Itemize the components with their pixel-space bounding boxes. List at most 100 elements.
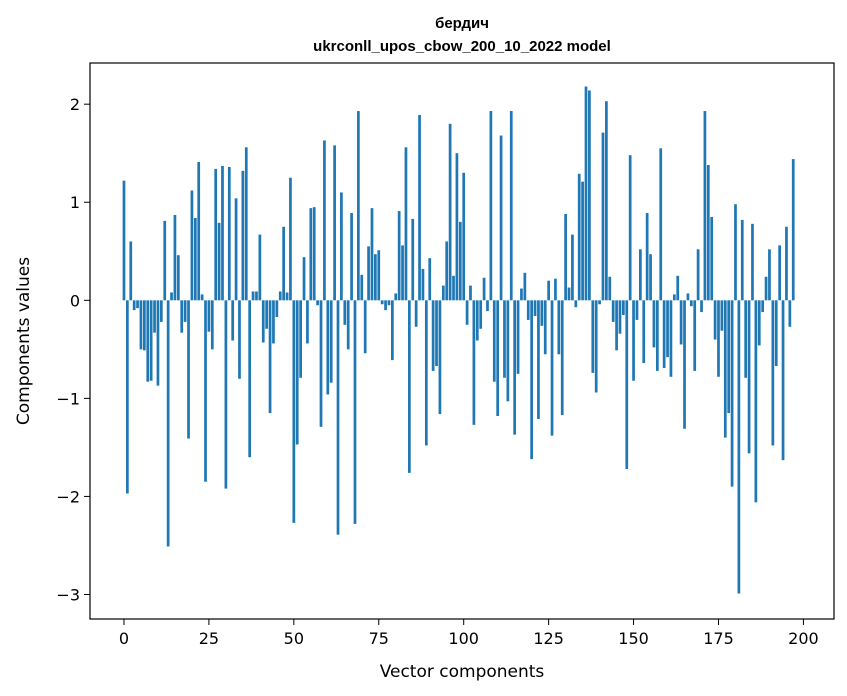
bar-12 <box>163 220 167 301</box>
bar-82 <box>401 245 404 301</box>
bar-59 <box>323 140 326 301</box>
bar-152 <box>639 249 642 301</box>
bar-196 <box>788 300 792 327</box>
bar-43 <box>268 300 272 414</box>
bar-77 <box>384 300 387 311</box>
bar-41 <box>261 300 265 343</box>
bar-1 <box>126 300 129 494</box>
bar-138 <box>591 300 595 373</box>
bar-56 <box>312 207 316 301</box>
bar-125 <box>547 280 550 301</box>
bar-76 <box>380 300 384 305</box>
bar-188 <box>761 300 765 313</box>
bar-101 <box>465 300 469 325</box>
bar-84 <box>407 300 411 473</box>
bar-35 <box>241 170 245 301</box>
bar-11 <box>159 300 163 322</box>
bar-105 <box>479 300 483 329</box>
bar-97 <box>452 275 455 301</box>
bar-72 <box>367 246 370 301</box>
bar-157 <box>655 300 659 371</box>
bar-2 <box>129 241 133 301</box>
bar-137 <box>588 90 591 301</box>
bar-71 <box>363 300 367 354</box>
bar-185 <box>751 223 754 301</box>
bar-141 <box>601 132 605 301</box>
bar-49 <box>289 177 292 301</box>
bar-69 <box>357 111 360 301</box>
x-axis-ticks: 0 25 50 75 100 125 150 175 200 <box>119 619 819 648</box>
bar-29 <box>221 165 224 301</box>
bar-130 <box>564 214 567 301</box>
bar-132 <box>571 234 574 301</box>
bar-121 <box>533 300 537 316</box>
bar-57 <box>316 300 319 306</box>
y-tick-label: 1 <box>70 193 80 212</box>
bar-111 <box>499 135 503 301</box>
bar-91 <box>431 300 435 371</box>
bar-112 <box>503 300 506 378</box>
bar-183 <box>744 300 748 378</box>
bar-47 <box>282 226 285 301</box>
bar-17 <box>180 300 184 333</box>
bar-114 <box>509 111 513 301</box>
bar-133 <box>574 300 578 308</box>
bar-161 <box>669 300 673 377</box>
bar-195 <box>785 226 788 301</box>
bar-45 <box>275 300 279 317</box>
bar-181 <box>737 300 741 594</box>
bar-48 <box>285 292 289 301</box>
bar-5 <box>139 300 143 350</box>
bar-94 <box>441 285 445 301</box>
bar-191 <box>771 300 775 446</box>
bar-127 <box>554 278 557 301</box>
bar-129 <box>560 300 564 416</box>
bar-158 <box>659 148 663 301</box>
y-axis-label: Components values <box>14 257 34 425</box>
bar-113 <box>506 300 510 402</box>
x-tick-label: 100 <box>448 629 479 648</box>
bar-52 <box>299 300 302 378</box>
bar-148 <box>625 300 629 469</box>
bar-34 <box>238 300 241 379</box>
bar-73 <box>370 208 374 301</box>
x-tick-label: 75 <box>369 629 389 648</box>
bar-26 <box>210 300 214 350</box>
bar-109 <box>492 300 496 382</box>
bar-95 <box>445 241 449 301</box>
bar-66 <box>346 300 350 350</box>
bar-3 <box>132 300 136 311</box>
chart-title-line1: бердич <box>435 15 489 32</box>
bar-68 <box>353 300 357 524</box>
bar-173 <box>710 216 714 301</box>
bar-75 <box>377 250 381 301</box>
bar-80 <box>394 293 398 301</box>
bar-120 <box>530 300 533 460</box>
bar-163 <box>676 275 680 301</box>
bar-24 <box>204 300 207 482</box>
bar-16 <box>176 255 180 301</box>
bar-186 <box>754 300 758 503</box>
bar-124 <box>543 300 547 355</box>
bar-21 <box>193 217 197 301</box>
bar-177 <box>723 300 727 438</box>
bar-136 <box>584 86 588 301</box>
bar-155 <box>649 254 652 301</box>
chart-title-line2: ukrconll_upos_cbow_200_10_2022 model <box>313 38 611 55</box>
bar-19 <box>187 300 190 439</box>
bar-42 <box>265 300 269 329</box>
bar-150 <box>632 300 635 381</box>
bar-6 <box>143 300 146 351</box>
bar-65 <box>343 300 347 325</box>
bar-7 <box>146 300 150 382</box>
bar-87 <box>418 114 421 301</box>
bar-104 <box>475 300 479 341</box>
y-tick-label: 2 <box>70 95 80 114</box>
bar-165 <box>683 300 686 429</box>
bar-108 <box>489 111 493 301</box>
bar-50 <box>292 300 296 523</box>
bar-92 <box>435 300 438 367</box>
x-tick-label: 125 <box>533 629 564 648</box>
plot-frame <box>89 62 835 620</box>
bar-167 <box>689 300 693 307</box>
